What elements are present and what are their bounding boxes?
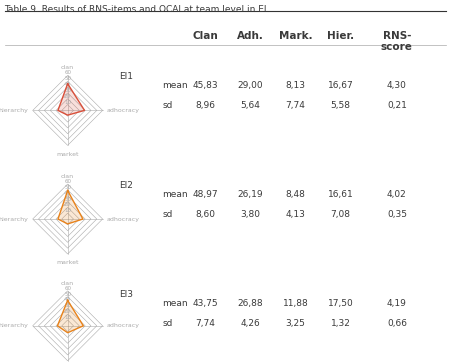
Text: EI3: EI3 — [119, 290, 133, 299]
Text: 0,21: 0,21 — [387, 101, 407, 110]
Text: 43,75: 43,75 — [193, 299, 218, 308]
Text: 20: 20 — [64, 309, 71, 314]
Text: 4,26: 4,26 — [240, 319, 260, 328]
Text: 50: 50 — [64, 76, 71, 81]
Polygon shape — [57, 300, 83, 333]
Text: 8,60: 8,60 — [195, 210, 215, 219]
Text: hierarchy: hierarchy — [0, 216, 28, 222]
Text: clan: clan — [61, 281, 74, 286]
Text: market: market — [56, 260, 79, 265]
Text: sd: sd — [162, 210, 173, 219]
Text: Mark.: Mark. — [279, 31, 312, 41]
Text: Clan: Clan — [192, 31, 218, 41]
Text: sd: sd — [162, 101, 173, 110]
Text: 10: 10 — [64, 100, 71, 105]
Text: 7,74: 7,74 — [195, 319, 215, 328]
Text: 29,00: 29,00 — [238, 81, 263, 90]
Text: RNS-
score: RNS- score — [381, 31, 413, 52]
Text: 4,30: 4,30 — [387, 81, 407, 90]
Text: 45,83: 45,83 — [193, 81, 218, 90]
Text: 50: 50 — [64, 185, 71, 190]
Text: 26,19: 26,19 — [238, 190, 263, 199]
Text: 3,80: 3,80 — [240, 210, 260, 219]
Text: 20: 20 — [64, 94, 71, 99]
Text: Adh.: Adh. — [237, 31, 264, 41]
Text: 40: 40 — [64, 298, 71, 303]
Text: mean: mean — [162, 299, 188, 308]
Text: 1,32: 1,32 — [331, 319, 350, 328]
Text: Table 9. Results of RNS-items and OCAI at team level in EI: Table 9. Results of RNS-items and OCAI a… — [5, 5, 267, 14]
Text: sd: sd — [162, 319, 173, 328]
Text: 60: 60 — [64, 286, 71, 291]
Text: 40: 40 — [64, 191, 71, 196]
Text: 3,25: 3,25 — [285, 319, 305, 328]
Text: 30: 30 — [64, 88, 71, 93]
Text: 4,13: 4,13 — [285, 210, 305, 219]
Text: clan: clan — [61, 174, 74, 179]
Text: 60: 60 — [64, 71, 71, 75]
Text: adhocracy: adhocracy — [107, 216, 140, 222]
Text: 16,61: 16,61 — [327, 190, 354, 199]
Text: 5,64: 5,64 — [240, 101, 260, 110]
Text: 17,50: 17,50 — [327, 299, 354, 308]
Text: 10: 10 — [64, 315, 71, 320]
Text: mean: mean — [162, 81, 188, 90]
Text: 4,19: 4,19 — [387, 299, 407, 308]
Text: 7,74: 7,74 — [285, 101, 305, 110]
Text: 40: 40 — [64, 82, 71, 87]
Text: adhocracy: adhocracy — [107, 323, 140, 328]
Text: 60: 60 — [64, 179, 71, 184]
Text: adhocracy: adhocracy — [107, 108, 140, 113]
Text: clan: clan — [61, 65, 74, 70]
Text: 10: 10 — [64, 208, 71, 213]
Polygon shape — [58, 84, 84, 115]
Text: 8,13: 8,13 — [285, 81, 305, 90]
Text: 30: 30 — [64, 197, 71, 202]
Text: EI2: EI2 — [120, 181, 133, 190]
Text: market: market — [56, 152, 79, 157]
Text: 8,48: 8,48 — [285, 190, 305, 199]
Text: 7,08: 7,08 — [331, 210, 350, 219]
Text: 50: 50 — [64, 292, 71, 297]
Text: 16,67: 16,67 — [327, 81, 354, 90]
Text: 0,66: 0,66 — [387, 319, 407, 328]
Text: mean: mean — [162, 190, 188, 199]
Polygon shape — [58, 190, 83, 224]
Text: 48,97: 48,97 — [193, 190, 218, 199]
Text: Hier.: Hier. — [327, 31, 354, 41]
Text: 11,88: 11,88 — [282, 299, 308, 308]
Text: hierarchy: hierarchy — [0, 108, 28, 113]
Text: EI1: EI1 — [119, 72, 133, 81]
Text: 5,58: 5,58 — [331, 101, 350, 110]
Text: 4,02: 4,02 — [387, 190, 407, 199]
Text: hierarchy: hierarchy — [0, 323, 28, 328]
Text: 8,96: 8,96 — [195, 101, 215, 110]
Text: 30: 30 — [64, 303, 71, 308]
Text: 0,35: 0,35 — [387, 210, 407, 219]
Text: 26,88: 26,88 — [238, 299, 263, 308]
Text: 20: 20 — [64, 202, 71, 207]
